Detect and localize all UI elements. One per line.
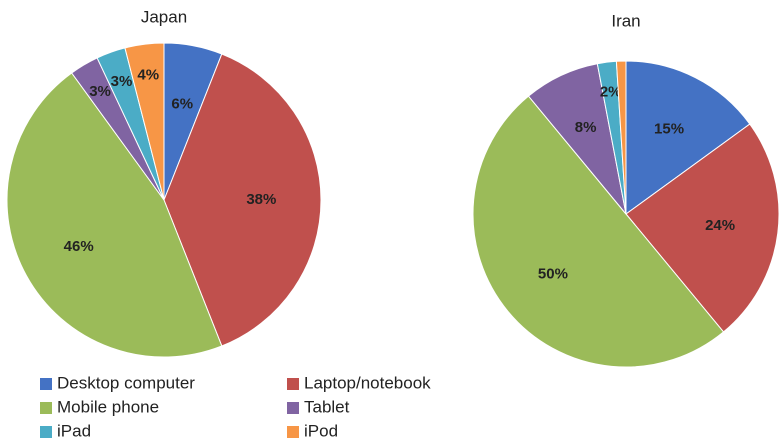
legend-label: Mobile phone	[57, 397, 159, 416]
data-label: 6%	[171, 95, 193, 112]
pie-slice	[625, 60, 751, 215]
pie-slice	[625, 123, 780, 333]
pie-slice	[6, 72, 223, 358]
legend-swatch	[287, 426, 299, 438]
chart-title: Japan	[141, 7, 187, 26]
data-label: 3%	[111, 73, 133, 90]
data-label: 8%	[575, 119, 597, 136]
legend-label: iPad	[57, 421, 91, 440]
legend-swatch	[287, 402, 299, 414]
data-label: 50%	[538, 265, 568, 282]
pie-slice	[124, 42, 165, 201]
data-label: 2%	[600, 84, 622, 101]
data-label: 15%	[654, 120, 684, 137]
pie-slice	[472, 95, 725, 368]
data-label: 46%	[64, 238, 94, 255]
legend-swatch	[287, 378, 299, 390]
pie-slice	[163, 53, 322, 347]
chart-title: Iran	[611, 11, 640, 30]
legend-swatch	[40, 402, 52, 414]
legend-label: iPod	[304, 421, 338, 440]
legend-swatch	[40, 378, 52, 390]
data-label: 3%	[89, 83, 111, 100]
legend-label: Desktop computer	[57, 373, 195, 392]
legend-swatch	[40, 426, 52, 438]
data-label: 24%	[705, 217, 735, 234]
legend-label: Laptop/notebook	[304, 373, 431, 392]
pie-slice	[615, 60, 627, 215]
legend-label: Tablet	[304, 397, 350, 416]
data-label: 38%	[246, 191, 276, 208]
data-label: 4%	[137, 66, 159, 83]
